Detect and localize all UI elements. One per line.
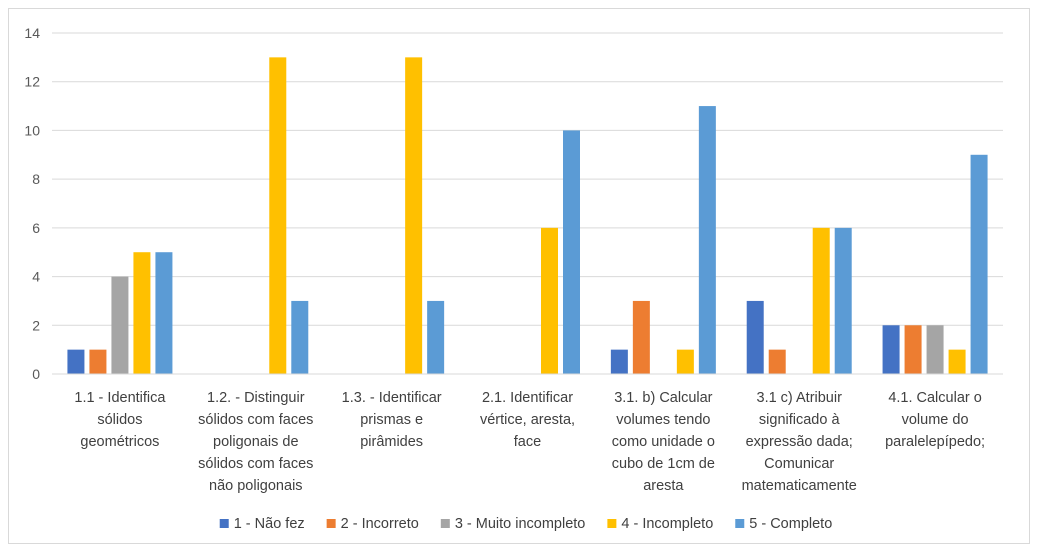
legend-item-4: 4 - Incompleto [607, 516, 713, 532]
bar-3-cat-7 [926, 325, 944, 374]
category-label: 3.1 c) Atribuir significado à expressão da… [742, 390, 857, 494]
bar-5-cat-1 [155, 252, 173, 374]
bar-4-cat-7 [948, 349, 966, 374]
bar-5-cat-6 [834, 227, 852, 374]
legend-swatch [735, 519, 745, 528]
chart-frame [8, 8, 1030, 544]
y-tick-label: 14 [24, 25, 40, 41]
bar-2-cat-7 [904, 325, 922, 374]
y-tick-label: 12 [24, 74, 40, 90]
bar-4-cat-1 [133, 252, 151, 374]
bar-1-cat-5 [610, 349, 628, 374]
category-label: 1.3. - Identificar prismas e pirâmides [342, 390, 442, 450]
gridlines [52, 32, 1003, 326]
legend-item-3: 3 - Muito incompleto [440, 516, 586, 532]
legend: 1 - Não fez 2 - Incorreto 3 - Muito incomp… [219, 516, 832, 532]
category-labels: 1.1 - Identifica sólidos geométricos 1.2. -… [74, 390, 985, 494]
bar-5-cat-2 [291, 300, 309, 374]
bar-1-cat-6 [746, 300, 764, 374]
category-label: 1.1 - Identifica sólidos geométricos [74, 390, 166, 450]
category-label-line: aresta [643, 478, 684, 494]
category-label-line: 1.1 - Identifica [74, 390, 166, 406]
legend-label: 4 - Incompleto [621, 516, 713, 532]
category-label-line: sólidos com faces [198, 412, 313, 428]
bar-3-cat-1 [111, 276, 129, 374]
category-label: 4.1. Calcular o volume do paralelepípedo; [885, 390, 985, 450]
legend-swatch [326, 519, 336, 528]
legend-swatch [607, 519, 617, 528]
legend-label: 1 - Não fez [234, 516, 305, 532]
category-label: 3.1. b) Calcular volumes tendo como unidad… [612, 390, 715, 494]
bar-4-cat-3 [405, 57, 423, 374]
legend-swatch [219, 519, 229, 528]
category-label-line: expressão dada; [746, 434, 853, 450]
category-label-line: 4.1. Calcular o [888, 390, 982, 406]
legend-label: 5 - Completo [749, 516, 832, 532]
category-label-line: significado à [759, 412, 841, 428]
category-label-line: 1.2. - Distinguir [207, 390, 305, 406]
category-label-line: cubo de 1cm de [612, 456, 715, 472]
category-label-line: 3.1 c) Atribuir [757, 390, 843, 406]
category-label-line: geométricos [80, 434, 159, 450]
bar-5-cat-7 [970, 154, 988, 374]
bars [67, 57, 988, 375]
bar-4-cat-4 [541, 227, 558, 374]
bar-2-cat-5 [632, 300, 650, 374]
category-label: 2.1. Identificar vértice, aresta, face [480, 390, 575, 450]
y-tick-label: 10 [24, 122, 40, 138]
category-label-line: 2.1. Identificar [482, 390, 573, 406]
bar-5-cat-4 [563, 130, 580, 374]
category-label-line: sólidos com faces [198, 456, 313, 472]
y-tick-label: 4 [32, 269, 40, 285]
y-tick-label: 2 [32, 317, 40, 333]
category-label-line: matematicamente [742, 478, 857, 494]
category-label-line: pirâmides [360, 434, 423, 450]
bar-1-cat-1 [67, 349, 85, 374]
category-label-line: volume do [902, 412, 969, 428]
y-tick-label: 8 [32, 171, 40, 187]
category-label-line: vértice, aresta, [480, 412, 575, 428]
y-tick-label: 0 [32, 366, 40, 382]
bar-4-cat-6 [812, 227, 830, 374]
legend-item-2: 2 - Incorreto [326, 516, 419, 532]
bar-5-cat-5 [698, 106, 716, 375]
y-tick-label: 6 [32, 220, 40, 236]
category-label-line: face [514, 434, 541, 450]
bar-2-cat-1 [89, 349, 107, 374]
bar-4-cat-2 [269, 57, 287, 374]
category-label-line: paralelepípedo; [885, 434, 985, 450]
category-label-line: 1.3. - Identificar [342, 390, 442, 406]
bar-1-cat-7 [882, 325, 900, 374]
legend-item-1: 1 - Não fez [219, 516, 305, 532]
legend-label: 2 - Incorreto [341, 516, 419, 532]
legend-label: 3 - Muito incompleto [455, 516, 586, 532]
category-label-line: prismas e [360, 412, 423, 428]
y-axis-ticks: 0 2 4 6 8 10 12 14 [24, 25, 40, 382]
category-label-line: Comunicar [764, 456, 834, 472]
category-label-line: volumes tendo [616, 412, 710, 428]
category-label-line: poligonais de [213, 434, 298, 450]
category-label-line: como unidade o [612, 434, 715, 450]
legend-swatch [440, 519, 450, 528]
bar-4-cat-5 [676, 349, 694, 374]
category-label-line: 3.1. b) Calcular [614, 390, 712, 406]
bar-2-cat-6 [768, 349, 786, 374]
category-label-line: sólidos [97, 412, 142, 428]
category-label-line: não poligonais [209, 478, 303, 494]
bar-5-cat-3 [427, 300, 445, 374]
legend-item-5: 5 - Completo [735, 516, 832, 532]
category-label: 1.2. - Distinguir sólidos com faces poligo… [198, 390, 313, 494]
